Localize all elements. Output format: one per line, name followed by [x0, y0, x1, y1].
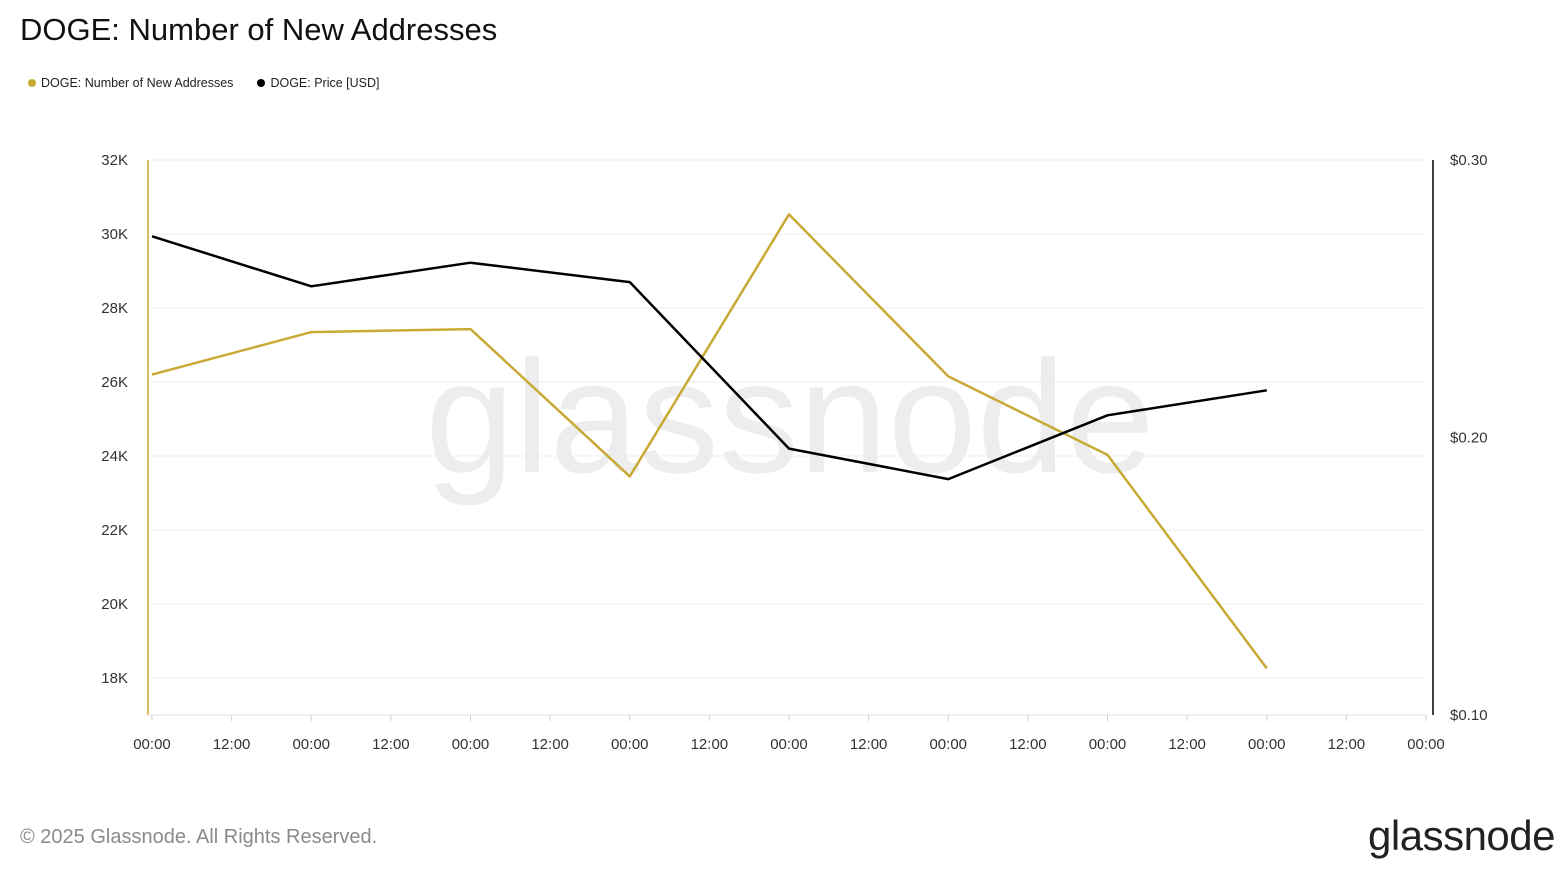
legend-label-price: DOGE: Price [USD]: [270, 76, 380, 90]
x-tick-label: 12:00: [213, 736, 251, 753]
legend-item-price[interactable]: DOGE: Price [USD]: [257, 76, 379, 90]
series-line-new-addresses: [151, 213, 1268, 670]
x-tick-label: 00:00: [1089, 736, 1127, 753]
x-tick-label: 00:00: [133, 736, 171, 753]
x-tick-label: 12:00: [850, 736, 888, 753]
x-tick-label: 12:00: [1009, 736, 1047, 753]
x-tick-label: 12:00: [531, 736, 569, 753]
x-tick-label: 12:00: [372, 736, 410, 753]
y-left-tick-label: 28K: [101, 300, 128, 317]
y-right-tick-label: $0.30: [1450, 152, 1488, 169]
series-line-price: [151, 235, 1267, 481]
y-left-tick-label: 22K: [101, 522, 128, 539]
x-tick-label: 00:00: [1248, 736, 1286, 753]
y-left-tick-label: 30K: [101, 226, 128, 243]
legend-dot-price: [257, 79, 266, 87]
x-tick-label: 00:00: [929, 736, 967, 753]
x-tick-label: 12:00: [1328, 736, 1366, 753]
y-left-tick-label: 20K: [101, 596, 128, 613]
legend-item-new-addresses[interactable]: DOGE: Number of New Addresses: [28, 76, 233, 90]
glassnode-logo: glassnode: [1368, 812, 1555, 859]
y-left-tick-label: 32K: [101, 152, 128, 169]
x-tick-label: 00:00: [452, 736, 490, 753]
y-left-tick-label: 26K: [101, 374, 128, 391]
chart-series: [151, 213, 1268, 670]
y-left-tick-label: 18K: [101, 670, 128, 687]
x-tick-label: 00:00: [1407, 736, 1445, 753]
legend-label-new-addresses: DOGE: Number of New Addresses: [41, 76, 234, 90]
y-left-tick-label: 24K: [101, 448, 128, 465]
x-tick-label: 12:00: [691, 736, 729, 753]
y-right-tick-label: $0.10: [1450, 707, 1488, 724]
chart-title: DOGE: Number of New Addresses: [20, 12, 498, 47]
legend-dot-new-addresses: [28, 79, 36, 87]
chart-legend: DOGE: Number of New Addresses DOGE: Pric…: [28, 76, 379, 90]
x-tick-label: 00:00: [770, 736, 808, 753]
watermark-text: glassnode: [425, 327, 1154, 506]
chart-tick-labels: 00:00 12:00 00:00 12:00 00:00 12:00 00:00 12:00…: [101, 152, 1487, 753]
x-tick-label: 12:00: [1168, 736, 1206, 753]
x-tick-label: 00:00: [611, 736, 649, 753]
chart-grid: [152, 159, 1426, 679]
x-tick-label: 00:00: [292, 736, 330, 753]
y-right-tick-label: $0.20: [1450, 430, 1488, 447]
copyright-text: © 2025 Glassnode. All Rights Reserved.: [20, 826, 378, 848]
chart-axes: [147, 160, 1434, 721]
